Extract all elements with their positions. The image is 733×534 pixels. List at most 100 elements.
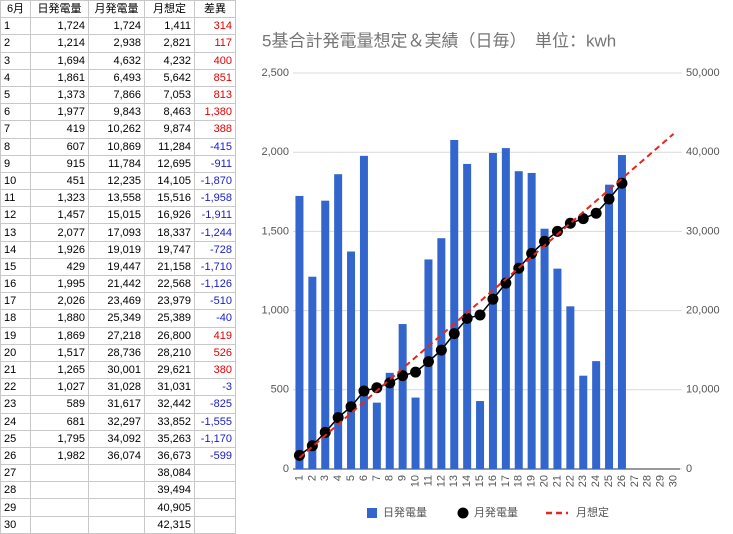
cell: 14 bbox=[0, 240, 31, 259]
cell: 314 bbox=[194, 17, 236, 36]
bar bbox=[450, 140, 459, 469]
cell: 2,938 bbox=[88, 34, 145, 53]
cell: 11,284 bbox=[144, 137, 195, 156]
cell: 1,214 bbox=[30, 34, 89, 53]
bar bbox=[488, 152, 497, 469]
cell: 607 bbox=[30, 137, 89, 156]
table-row: 15 429 19,447 21,158 -1,710 bbox=[0, 257, 236, 277]
cell: 21,442 bbox=[88, 274, 145, 294]
cell: 18 bbox=[0, 309, 31, 328]
cell: 29 bbox=[0, 498, 31, 517]
table-row: 3 1,694 4,632 4,232 400 bbox=[0, 51, 236, 70]
cell: 25 bbox=[0, 429, 31, 448]
header-row: 6月 日発電量 月発電量 月想定 差異 bbox=[0, 0, 236, 19]
x-tick-label: 10 bbox=[409, 475, 421, 487]
y2-tick-label: 0 bbox=[686, 463, 692, 475]
cell: 1,411 bbox=[144, 17, 195, 36]
header-cell: 日発電量 bbox=[30, 0, 89, 19]
header-cell: 差異 bbox=[194, 0, 236, 19]
table-body: 6月 日発電量 月発電量 月想定 差異 1 1,724 1,724 1,411 314 2 1,214… bbox=[0, 0, 236, 534]
cell: 18,337 bbox=[144, 223, 195, 242]
line-marker bbox=[539, 235, 551, 247]
cell: -1,126 bbox=[194, 274, 236, 294]
cell: 16,926 bbox=[144, 206, 195, 225]
cell: 681 bbox=[30, 412, 89, 431]
line-marker bbox=[474, 309, 486, 321]
cell: -3 bbox=[194, 378, 236, 397]
y-tick-label: 0 bbox=[283, 463, 289, 475]
cell: 31,617 bbox=[88, 395, 145, 414]
y-tick-label: 1,000 bbox=[261, 305, 289, 317]
cell: 1,265 bbox=[30, 360, 89, 380]
x-tick-label: 25 bbox=[603, 475, 615, 487]
cell: 1,694 bbox=[30, 51, 89, 70]
x-tick-label: 28 bbox=[642, 475, 654, 487]
cell: 419 bbox=[30, 120, 89, 139]
legend-label: 月想定 bbox=[576, 505, 609, 519]
cell: -510 bbox=[194, 292, 236, 311]
header-cell: 月発電量 bbox=[88, 0, 145, 19]
x-tick-label: 7 bbox=[371, 475, 383, 481]
x-tick-label: 6 bbox=[358, 475, 370, 481]
x-tick-label: 13 bbox=[448, 475, 460, 487]
x-tick-label: 3 bbox=[319, 475, 331, 481]
cell: 36,673 bbox=[144, 446, 195, 466]
bar bbox=[605, 184, 614, 469]
cell: 19,019 bbox=[88, 240, 145, 259]
y-tick-label: 500 bbox=[271, 384, 289, 396]
cell: -1,958 bbox=[194, 189, 236, 208]
cell: 13 bbox=[0, 223, 31, 242]
cell: 1,869 bbox=[30, 326, 89, 345]
cell bbox=[30, 515, 89, 534]
legend-label: 日発電量 bbox=[383, 505, 427, 519]
table-row: 23 589 31,617 32,442 -825 bbox=[0, 395, 236, 414]
table-row: 18 1,880 25,349 25,389 -40 bbox=[0, 309, 236, 328]
cell: 30 bbox=[0, 515, 31, 534]
table-row: 22 1,027 31,028 31,031 -3 bbox=[0, 378, 236, 397]
line bbox=[298, 133, 675, 459]
cell: 31,028 bbox=[88, 378, 145, 397]
cell: 589 bbox=[30, 395, 89, 414]
line-marker bbox=[319, 426, 331, 438]
bar bbox=[321, 200, 330, 469]
table-row: 7 419 10,262 9,874 388 bbox=[0, 120, 236, 139]
y2-tick-label: 10,000 bbox=[686, 384, 720, 396]
cell: 23 bbox=[0, 395, 31, 414]
bar bbox=[514, 171, 523, 469]
cell: 25,389 bbox=[144, 309, 195, 328]
cell: 31,031 bbox=[144, 378, 195, 397]
cell: 2,077 bbox=[30, 223, 89, 242]
cell: 30,001 bbox=[88, 360, 145, 380]
cell: 14,105 bbox=[144, 171, 195, 191]
cell: 38,084 bbox=[144, 464, 195, 483]
x-tick-label: 19 bbox=[526, 475, 538, 487]
cell: 851 bbox=[194, 68, 236, 87]
cell: 2,821 bbox=[144, 34, 195, 53]
table-row: 14 1,926 19,019 19,747 -728 bbox=[0, 240, 236, 259]
cell: 10 bbox=[0, 171, 31, 191]
cell: 9,843 bbox=[88, 103, 145, 122]
cell bbox=[30, 498, 89, 517]
cell bbox=[194, 498, 236, 517]
cell: -911 bbox=[194, 154, 236, 173]
cell: 117 bbox=[194, 34, 236, 53]
table-row: 25 1,795 34,092 35,263 -1,170 bbox=[0, 429, 236, 448]
cell: 26 bbox=[0, 446, 31, 466]
cell: 1,724 bbox=[30, 17, 89, 36]
cell: 2 bbox=[0, 34, 31, 53]
cell: -825 bbox=[194, 395, 236, 414]
cell: 12 bbox=[0, 206, 31, 225]
header-cell: 6月 bbox=[0, 0, 31, 19]
table-row: 28 39,494 bbox=[0, 481, 236, 500]
bar bbox=[527, 172, 536, 470]
cell: 25,349 bbox=[88, 309, 145, 328]
cell: 10,262 bbox=[88, 120, 145, 139]
line-marker bbox=[461, 312, 473, 324]
x-tick-label: 18 bbox=[513, 475, 525, 487]
cell: -599 bbox=[194, 446, 236, 466]
table-row: 2 1,214 2,938 2,821 117 bbox=[0, 34, 236, 53]
line-marker bbox=[487, 293, 499, 305]
legend-swatch bbox=[367, 508, 377, 518]
cell: -1,710 bbox=[194, 257, 236, 277]
cell bbox=[88, 515, 145, 534]
